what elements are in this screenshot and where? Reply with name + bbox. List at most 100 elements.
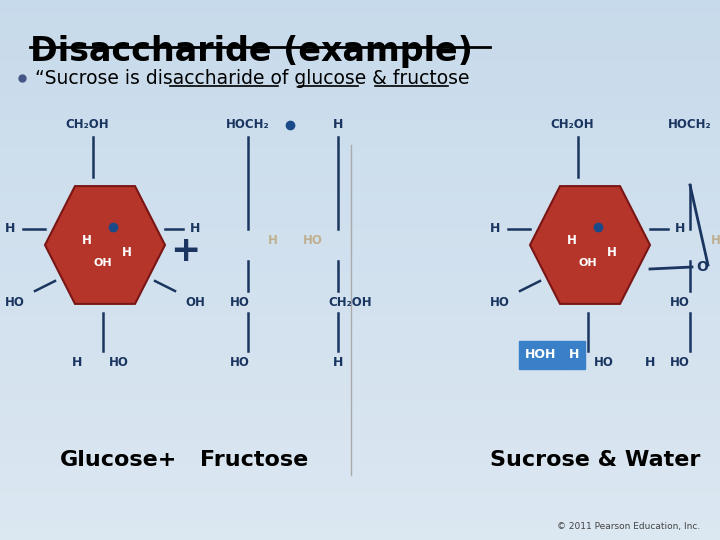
Bar <box>0 254 720 259</box>
Bar <box>0 130 720 135</box>
Text: Disaccharide (example): Disaccharide (example) <box>30 35 473 68</box>
Bar <box>0 405 720 410</box>
Bar <box>0 173 720 178</box>
Bar <box>0 124 720 130</box>
Bar <box>0 178 720 184</box>
Bar <box>0 367 720 373</box>
Bar <box>0 394 720 400</box>
Text: Glucose+: Glucose+ <box>60 450 177 470</box>
Bar <box>0 157 720 162</box>
Bar <box>0 270 720 275</box>
Bar <box>0 211 720 216</box>
Bar <box>0 340 720 346</box>
Bar <box>0 232 720 238</box>
Bar <box>0 454 720 459</box>
Bar <box>0 0 720 5</box>
Bar <box>0 481 720 486</box>
Bar <box>0 200 720 205</box>
Bar <box>0 97 720 103</box>
Bar <box>0 243 720 248</box>
Bar <box>0 335 720 340</box>
Bar <box>0 151 720 157</box>
Bar <box>0 135 720 140</box>
Text: © 2011 Pearson Education, Inc.: © 2011 Pearson Education, Inc. <box>557 522 700 530</box>
Bar <box>0 76 720 81</box>
Text: H: H <box>607 246 617 260</box>
Bar <box>0 194 720 200</box>
Bar <box>0 92 720 97</box>
Bar <box>0 308 720 313</box>
Bar <box>0 54 720 59</box>
Bar <box>0 475 720 481</box>
Bar <box>0 437 720 443</box>
Text: HO: HO <box>230 296 250 309</box>
Text: HOH: HOH <box>526 348 557 361</box>
Text: H: H <box>490 222 500 235</box>
Text: H: H <box>333 118 343 132</box>
Bar <box>0 11 720 16</box>
Bar <box>0 513 720 518</box>
Text: HO: HO <box>109 356 129 369</box>
Bar <box>0 265 720 270</box>
Bar <box>0 313 720 319</box>
Text: Fructose: Fructose <box>200 450 308 470</box>
Text: CH₂OH: CH₂OH <box>66 118 109 132</box>
Bar <box>0 356 720 362</box>
Text: Sucrose & Water: Sucrose & Water <box>490 450 701 470</box>
Bar <box>0 524 720 529</box>
Text: CH₂OH: CH₂OH <box>550 118 594 132</box>
Bar <box>0 113 720 119</box>
Bar <box>0 529 720 535</box>
Bar <box>0 189 720 194</box>
Text: HO: HO <box>670 296 690 309</box>
Bar <box>0 27 720 32</box>
Text: H: H <box>711 234 720 247</box>
FancyBboxPatch shape <box>519 341 563 369</box>
Bar <box>0 464 720 470</box>
Text: H: H <box>122 246 132 260</box>
Bar <box>0 59 720 65</box>
Bar <box>0 324 720 329</box>
Bar <box>0 38 720 43</box>
Text: H: H <box>72 356 82 369</box>
Text: “Sucrose is disaccharide of glucose & fructose: “Sucrose is disaccharide of glucose & fr… <box>35 69 469 87</box>
Bar <box>0 416 720 421</box>
Bar <box>0 103 720 108</box>
Bar <box>0 486 720 491</box>
Text: H: H <box>190 222 200 235</box>
Text: HO: HO <box>303 234 323 247</box>
Bar <box>0 497 720 502</box>
Bar <box>0 508 720 513</box>
Bar <box>0 146 720 151</box>
Text: H: H <box>567 234 577 247</box>
Bar <box>0 140 720 146</box>
Bar <box>0 81 720 86</box>
Text: OH: OH <box>94 258 112 268</box>
Bar <box>0 205 720 211</box>
Text: H: H <box>675 222 685 235</box>
Text: +: + <box>170 234 200 268</box>
Text: H: H <box>268 234 278 247</box>
Bar <box>0 65 720 70</box>
Bar <box>0 378 720 383</box>
Bar <box>0 502 720 508</box>
Bar <box>0 491 720 497</box>
Text: H: H <box>569 348 579 361</box>
Bar <box>0 16 720 22</box>
Bar <box>0 292 720 297</box>
Bar <box>0 167 720 173</box>
Bar <box>0 259 720 265</box>
Bar <box>0 302 720 308</box>
Bar <box>0 319 720 324</box>
Text: HO: HO <box>490 296 510 309</box>
Bar <box>0 216 720 221</box>
Bar <box>0 373 720 378</box>
Bar <box>0 389 720 394</box>
Bar <box>0 432 720 437</box>
Bar <box>0 448 720 454</box>
Bar <box>0 421 720 427</box>
Bar <box>0 383 720 389</box>
Bar <box>0 221 720 227</box>
Text: CH₂OH: CH₂OH <box>328 296 372 309</box>
Text: O: O <box>696 260 708 274</box>
